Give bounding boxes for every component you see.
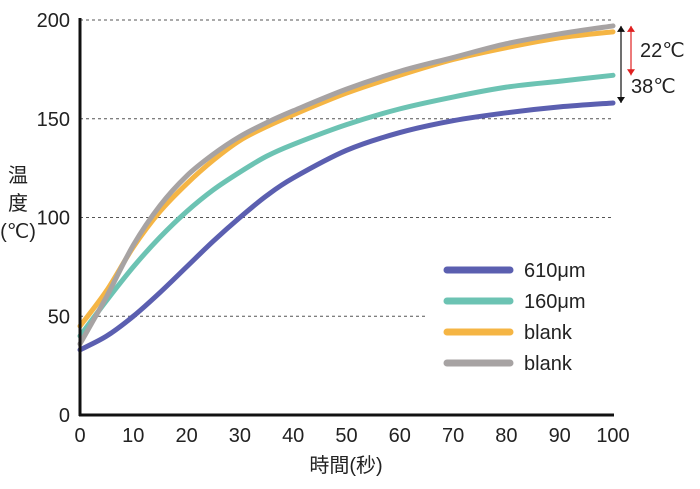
legend-label: blank bbox=[524, 322, 573, 344]
y-tick-label: 50 bbox=[48, 306, 70, 328]
annotation-38: 38℃ bbox=[631, 76, 676, 98]
y-axis-label: (℃) bbox=[0, 221, 36, 243]
legend-label: blank bbox=[524, 353, 573, 375]
x-tick-label: 70 bbox=[442, 425, 464, 447]
y-axis-label: 度 bbox=[8, 192, 28, 215]
x-tick-label: 20 bbox=[175, 425, 197, 447]
series-line-0 bbox=[77, 100, 616, 353]
y-tick-label: 150 bbox=[37, 109, 70, 131]
x-tick-label: 0 bbox=[74, 425, 85, 447]
series-line-1 bbox=[77, 72, 616, 339]
x-tick-label: 60 bbox=[389, 425, 411, 447]
x-tick-label: 100 bbox=[596, 425, 629, 447]
arrowheads-22 bbox=[627, 25, 635, 76]
x-tick-label: 10 bbox=[122, 425, 144, 447]
y-tick-label: 200 bbox=[37, 10, 70, 32]
y-axis-label: 温 bbox=[8, 164, 28, 187]
x-tick-label: 50 bbox=[335, 425, 357, 447]
x-tick-label: 30 bbox=[229, 425, 251, 447]
legend-label: 160μm bbox=[524, 291, 586, 313]
x-tick-label: 40 bbox=[282, 425, 304, 447]
annotation-22: 22℃ bbox=[640, 40, 685, 62]
legend-label: 610μm bbox=[524, 260, 586, 282]
y-tick-label: 100 bbox=[37, 208, 70, 230]
x-tick-label: 90 bbox=[549, 425, 571, 447]
x-tick-label: 80 bbox=[495, 425, 517, 447]
y-tick-label: 0 bbox=[59, 405, 70, 427]
x-axis-label: 時間(秒) bbox=[309, 454, 382, 477]
series-line-3 bbox=[77, 23, 616, 347]
